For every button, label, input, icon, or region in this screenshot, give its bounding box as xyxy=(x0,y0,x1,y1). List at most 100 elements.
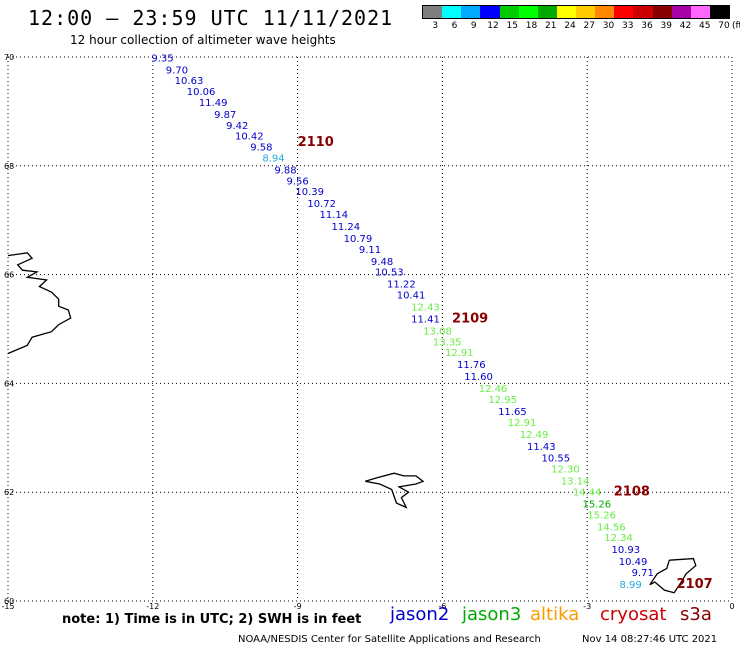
faroe-islands xyxy=(365,472,425,509)
wave-height-label: 12.30 xyxy=(551,465,580,476)
y-tick-label: 60 xyxy=(4,597,14,606)
wave-height-label: 12.43 xyxy=(411,303,440,314)
wave-height-label: 13.08 xyxy=(423,326,452,337)
color-scale-label: 6 xyxy=(451,21,458,31)
wave-height-label: 11.14 xyxy=(319,210,348,221)
legend-jason2: jason2 xyxy=(390,604,450,625)
wave-height-label: 12.91 xyxy=(508,418,537,429)
color-scale-label: 39 xyxy=(660,21,672,31)
y-tick-label: 66 xyxy=(4,271,14,280)
graticule-grid xyxy=(7,56,733,602)
y-tick-label: 62 xyxy=(4,488,14,497)
track-id-label: 2108 xyxy=(614,484,650,499)
color-scale-label: 21 xyxy=(545,21,557,31)
wave-height-label: 12.34 xyxy=(604,533,633,544)
y-tick-label: 64 xyxy=(4,379,14,388)
color-swatch xyxy=(537,6,557,18)
wave-height-label: 9.70 xyxy=(166,65,188,76)
color-scale-label: 30 xyxy=(602,21,615,31)
color-scale-label: 45 xyxy=(699,21,711,31)
x-tick-label: -15 xyxy=(1,602,14,611)
legend-altika: altika xyxy=(530,604,580,625)
wave-height-label: 10.06 xyxy=(187,87,216,98)
x-tick-label: -9 xyxy=(294,602,302,611)
color-swatch xyxy=(499,6,519,18)
wave-height-label: 11.22 xyxy=(387,280,416,291)
color-scale-label: 15 xyxy=(506,21,518,31)
wave-height-label: 13.14 xyxy=(561,477,590,488)
wave-height-label: 8.94 xyxy=(262,153,284,164)
map-title: 12:00 – 23:59 UTC 11/11/2021 xyxy=(28,6,394,30)
color-swatch xyxy=(442,6,462,18)
wave-height-label: 9.35 xyxy=(151,53,173,64)
wave-height-label: 11.76 xyxy=(457,360,486,371)
wave-height-readings: 9.359.7010.6310.0611.499.879.4210.429.58… xyxy=(151,53,654,591)
iceland-coast xyxy=(7,252,72,355)
x-tick-label: -6 xyxy=(438,602,446,611)
wave-height-label: 11.65 xyxy=(498,407,527,418)
color-scale-label: 3 xyxy=(432,21,439,31)
track-id-label: 2109 xyxy=(452,311,488,326)
generated-timestamp: Nov 14 08:27:46 UTC 2021 xyxy=(582,634,718,645)
color-swatch xyxy=(595,6,615,18)
wave-height-label: 9.48 xyxy=(371,257,393,268)
wave-height-label: 11.60 xyxy=(464,372,493,383)
wave-height-label: 12.49 xyxy=(520,430,549,441)
wave-height-label: 12.91 xyxy=(445,348,474,359)
wave-height-label: 9.56 xyxy=(286,176,308,187)
wave-height-label: 8.99 xyxy=(620,580,642,591)
wave-height-label: 10.49 xyxy=(619,557,648,568)
legend-cryosat: cryosat xyxy=(600,604,667,625)
color-scale-label: 9 xyxy=(470,21,477,31)
wave-height-label: 9.87 xyxy=(214,110,236,121)
wave-height-label: 9.42 xyxy=(226,121,248,132)
map-subtitle: 12 hour collection of altimeter wave hei… xyxy=(70,33,336,47)
track-id-label: 2110 xyxy=(298,135,334,150)
wave-height-label: 9.11 xyxy=(359,245,381,256)
color-scale-label: 33 xyxy=(622,21,634,31)
track-id-label: 2107 xyxy=(676,577,712,592)
color-swatch xyxy=(556,6,576,18)
wave-height-label: 10.79 xyxy=(344,234,373,245)
credit-text: NOAA/NESDIS Center for Satellite Applica… xyxy=(238,634,541,645)
shetland-islands xyxy=(649,557,697,594)
wave-height-label: 15.26 xyxy=(583,499,612,510)
wave-height-label: 10.93 xyxy=(611,545,640,556)
color-scale-label: 24 xyxy=(564,21,576,31)
color-swatch xyxy=(671,6,691,18)
y-tick-label: 70 xyxy=(4,53,14,62)
wave-height-label: 11.41 xyxy=(411,314,440,325)
color-swatch xyxy=(633,6,653,18)
wave-height-label: 10.41 xyxy=(397,291,426,302)
wave-height-label: 12.95 xyxy=(488,395,517,406)
wave-height-label: 10.63 xyxy=(175,76,204,87)
wave-height-label: 11.24 xyxy=(332,222,361,233)
x-tick-label: -12 xyxy=(146,602,159,611)
color-swatch xyxy=(423,6,443,18)
wave-height-label: 10.53 xyxy=(375,268,404,279)
legend-jason3: jason3 xyxy=(462,604,522,625)
wave-height-label: 14.44 xyxy=(573,487,602,498)
legend-note: note: 1) Time is in UTC; 2) SWH is in fe… xyxy=(62,612,362,627)
color-swatch xyxy=(461,6,481,18)
track-ids: 2110 2109 2108 2107 xyxy=(298,135,713,592)
color-scale-label: 42 xyxy=(679,21,692,31)
wave-height-label: 14.56 xyxy=(597,522,626,533)
x-tick-label: -3 xyxy=(583,602,591,611)
color-scale-label: 36 xyxy=(641,21,653,31)
legend-s3a: s3a xyxy=(680,604,712,625)
color-swatch xyxy=(709,6,729,18)
wave-height-label: 15.26 xyxy=(587,510,616,521)
wave-height-label: 9.71 xyxy=(632,568,654,579)
color-swatch xyxy=(576,6,596,18)
color-scale-label: 18 xyxy=(525,21,538,31)
wave-height-label: 10.39 xyxy=(295,187,324,198)
color-scale-swatches xyxy=(422,5,730,19)
color-scale-label: (ft) xyxy=(732,21,740,31)
wave-height-label: 10.42 xyxy=(235,132,264,143)
wave-height-label: 11.43 xyxy=(527,442,556,453)
color-swatch xyxy=(614,6,634,18)
